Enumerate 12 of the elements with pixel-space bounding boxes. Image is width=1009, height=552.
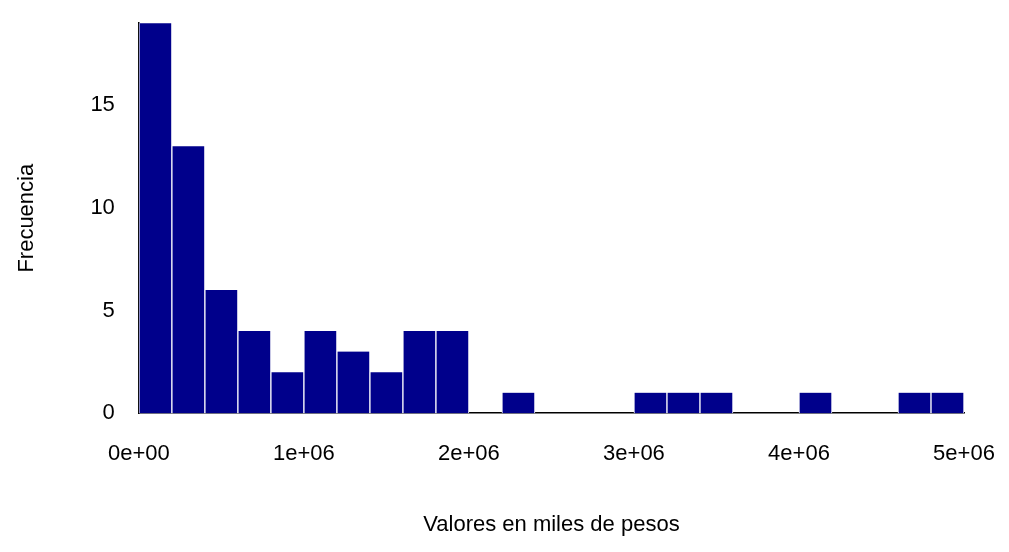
y-tick-label: 15 — [90, 91, 115, 117]
x-tick-label: 1e+06 — [273, 440, 335, 466]
x-tick-label: 5e+06 — [933, 440, 995, 466]
x-tick-label: 4e+06 — [768, 440, 830, 466]
x-tick-label: 3e+06 — [603, 440, 665, 466]
y-tick-label: 5 — [102, 296, 115, 322]
x-tick-label: 0e+00 — [107, 440, 170, 466]
x-tick-label: 2e+06 — [438, 440, 500, 466]
y-tick-label: 0 — [102, 399, 115, 425]
y-tick-label: 10 — [90, 194, 115, 219]
y-axis-title: Frecuencia — [13, 163, 39, 273]
x-axis-title: Valores en miles de pesos — [423, 510, 680, 536]
